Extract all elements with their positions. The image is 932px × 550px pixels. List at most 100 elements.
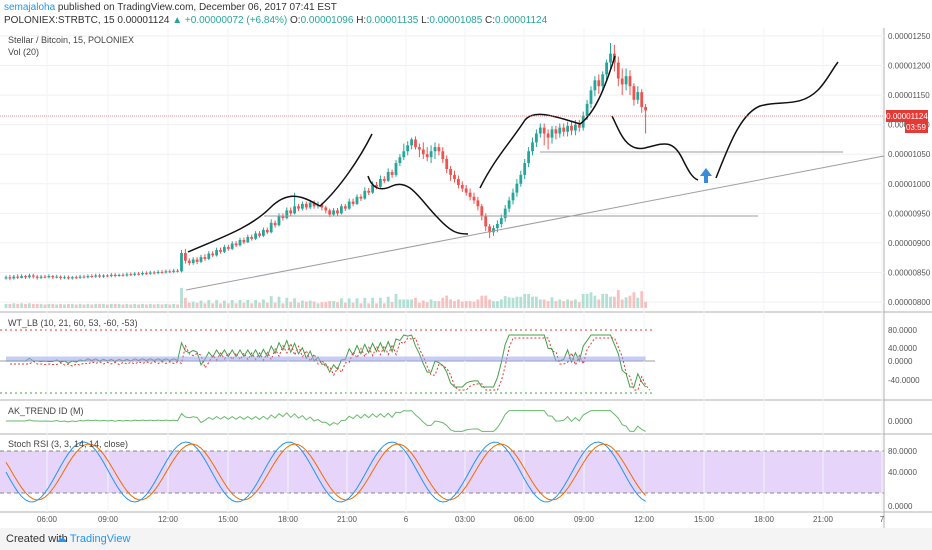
candle-body <box>492 228 495 233</box>
candle-body <box>507 200 511 209</box>
low-value: 0.00001085 <box>429 15 483 26</box>
candle-body <box>304 203 308 208</box>
volume-bar <box>601 293 605 308</box>
time-axis[interactable]: 06:00 09:00 12:00 15:00 18:00 21:00 6 03:00 06:0… <box>37 515 885 524</box>
candle-body <box>616 62 620 79</box>
volume-bar <box>371 297 374 308</box>
candle-body <box>620 78 624 85</box>
candle-body <box>379 179 382 187</box>
volume-bar <box>86 303 90 308</box>
candle-body <box>496 224 499 229</box>
candle-body <box>343 206 347 209</box>
drawn-path-projection-down <box>611 115 699 181</box>
stoch-pane-title: Stoch RSI (3, 3, 14, 14, close) <box>8 439 128 449</box>
volume-bar <box>324 302 328 308</box>
volume-bar <box>219 303 222 308</box>
candle-body <box>542 127 546 134</box>
price-axis[interactable]: 0.000012500.000012000.000011500.00001100… <box>888 32 931 511</box>
candle-body <box>386 171 390 181</box>
candle-body <box>441 151 445 159</box>
volume-bar <box>125 303 129 308</box>
volume-bar <box>172 303 176 308</box>
candle-body <box>102 275 105 277</box>
volume-bar <box>437 301 441 308</box>
last-price-badge <box>886 110 928 122</box>
volume-bar <box>496 301 499 308</box>
price-tick-label: 0.00000900 <box>888 239 931 248</box>
wt-histogram <box>6 356 646 361</box>
volume-bar <box>499 299 503 308</box>
volume-bar <box>254 300 257 308</box>
candle-body <box>8 277 12 279</box>
volume-bar <box>98 303 101 308</box>
volume-bar <box>550 297 554 308</box>
volume-bar <box>636 297 640 308</box>
volume-bar <box>35 303 39 308</box>
candle-body <box>624 76 628 85</box>
author-link[interactable]: semajaloha <box>4 2 56 13</box>
candle-body <box>301 203 304 209</box>
candle-body <box>215 250 218 256</box>
candle-body <box>187 260 191 264</box>
candle-body <box>152 272 156 274</box>
candle-body <box>367 190 371 193</box>
price-tick-label: 0.00001150 <box>888 91 930 100</box>
volume-bar <box>168 304 172 308</box>
indicator-tick-label: 40.0000 <box>888 468 917 477</box>
last-price-badge-text: 0.00001124 <box>886 112 928 121</box>
volume-bar <box>503 296 507 308</box>
candle-body <box>390 171 394 175</box>
candle-body <box>113 274 117 277</box>
candle-body <box>234 243 238 246</box>
volume-bar <box>632 292 636 308</box>
price-tick-label: 0.00001200 <box>888 61 931 70</box>
candle-body <box>250 237 254 239</box>
candle-body <box>601 74 605 87</box>
volume-bar <box>55 304 59 308</box>
stoch-k-line <box>5 441 646 503</box>
volume-bar <box>4 303 8 308</box>
candle-body <box>195 259 199 262</box>
candle-body <box>546 133 550 138</box>
volume-label: Vol (20) <box>8 47 39 57</box>
candle-body <box>425 154 429 158</box>
volume-bar <box>472 301 476 308</box>
volume-bar <box>74 304 78 308</box>
candle-body <box>265 229 269 233</box>
candle-body <box>20 276 23 278</box>
time-tick-label: 18:00 <box>278 515 299 524</box>
tradingview-logo[interactable]: ☁ TradingView <box>56 533 131 545</box>
volume-bar <box>180 287 183 308</box>
candle-body <box>398 157 402 164</box>
candle-body <box>609 53 612 63</box>
chart-canvas[interactable]: Stellar / Bitcoin, 15, POLONIEX Vol (20)… <box>0 28 932 528</box>
volume-bar <box>488 299 491 308</box>
close-label: C: <box>485 15 496 26</box>
volume-bar <box>558 299 562 308</box>
chart-background <box>0 28 932 528</box>
open-value: 0.00001096 <box>300 15 354 26</box>
wt2-line <box>10 337 650 391</box>
volume-bar <box>457 299 460 308</box>
candle-body <box>4 277 8 279</box>
trendline-support <box>185 155 885 291</box>
volume-bar <box>82 304 86 308</box>
volume-bar <box>460 301 464 308</box>
volume-bar <box>476 299 480 308</box>
volume-bar <box>113 303 117 308</box>
candle-body <box>242 239 246 243</box>
time-tick-label: 09:00 <box>98 515 119 524</box>
volume-bar <box>184 297 187 308</box>
volume-bar <box>340 298 343 308</box>
volume-bar <box>106 304 109 308</box>
candle-body <box>515 183 519 193</box>
candle-body <box>133 273 137 275</box>
candle-body <box>464 188 468 193</box>
volume-bar <box>109 303 113 308</box>
candle-body <box>184 252 187 261</box>
candle-body <box>312 202 316 207</box>
candle-body <box>476 200 480 207</box>
candle-body <box>180 252 183 272</box>
candle-body <box>191 259 195 264</box>
candle-body <box>593 80 597 91</box>
